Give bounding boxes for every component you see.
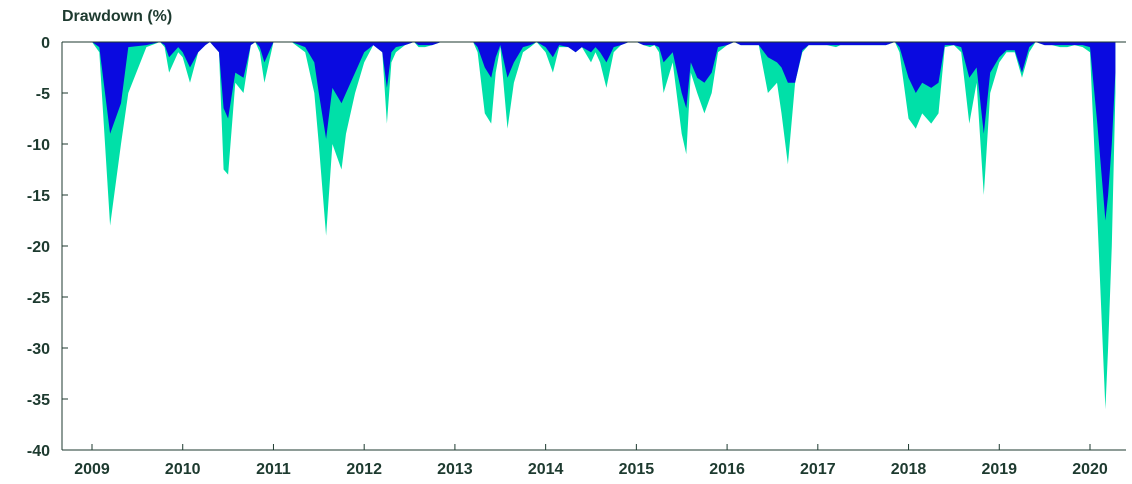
y-tick-label: -30 <box>27 341 50 358</box>
x-tick-label: 2015 <box>619 461 655 478</box>
x-tick-label: 2009 <box>74 461 110 478</box>
y-axis-title: Drawdown (%) <box>62 8 173 25</box>
series-area-teal <box>92 42 1116 410</box>
x-tick-label: 2012 <box>346 461 382 478</box>
x-tick-label: 2011 <box>256 461 291 478</box>
x-tick-label: 2017 <box>800 461 836 478</box>
x-tick-label: 2018 <box>891 461 927 478</box>
y-tick-label: -15 <box>27 188 50 205</box>
y-tick-label: -35 <box>27 392 50 409</box>
series-area-blue <box>92 42 1116 221</box>
y-tick-label: 0 <box>41 35 50 52</box>
x-tick-label: 2019 <box>981 461 1017 478</box>
y-tick-label: -20 <box>27 239 50 256</box>
y-tick-label: -40 <box>27 443 50 460</box>
y-tick-label: -5 <box>36 86 50 103</box>
x-tick-label: 2020 <box>1072 461 1108 478</box>
y-tick-label: -25 <box>27 290 50 307</box>
x-tick-label: 2014 <box>528 461 564 478</box>
y-tick-label: -10 <box>27 137 50 154</box>
x-tick-label: 2016 <box>709 461 745 478</box>
x-tick-label: 2013 <box>437 461 473 478</box>
x-tick-label: 2010 <box>165 461 201 478</box>
